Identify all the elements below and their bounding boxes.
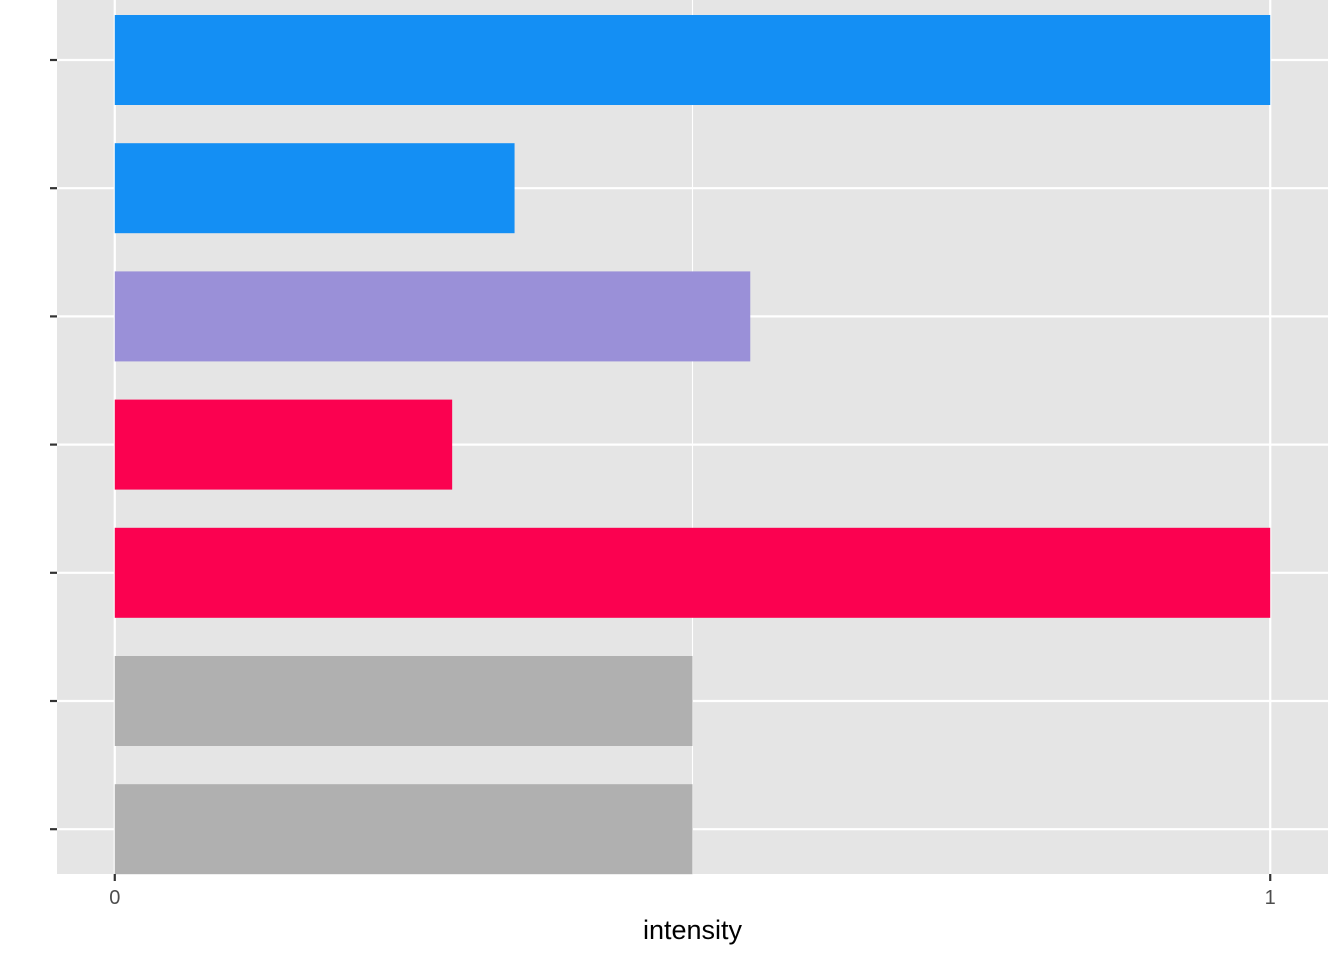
bar-4	[114, 399, 453, 490]
bar-6	[114, 656, 693, 746]
bar-1	[114, 15, 1271, 105]
x-axis-ticks	[113, 874, 1272, 881]
y-axis-ticks	[50, 58, 57, 831]
x-tick-label-1: 1	[1265, 887, 1276, 909]
bars	[114, 15, 1271, 875]
x-tick-label-0: 0	[109, 887, 120, 909]
bar-2	[114, 143, 515, 234]
bar-7	[114, 784, 693, 875]
x-axis-title: intensity	[643, 915, 743, 945]
bar-3	[114, 271, 751, 362]
bar-5	[114, 527, 1271, 618]
